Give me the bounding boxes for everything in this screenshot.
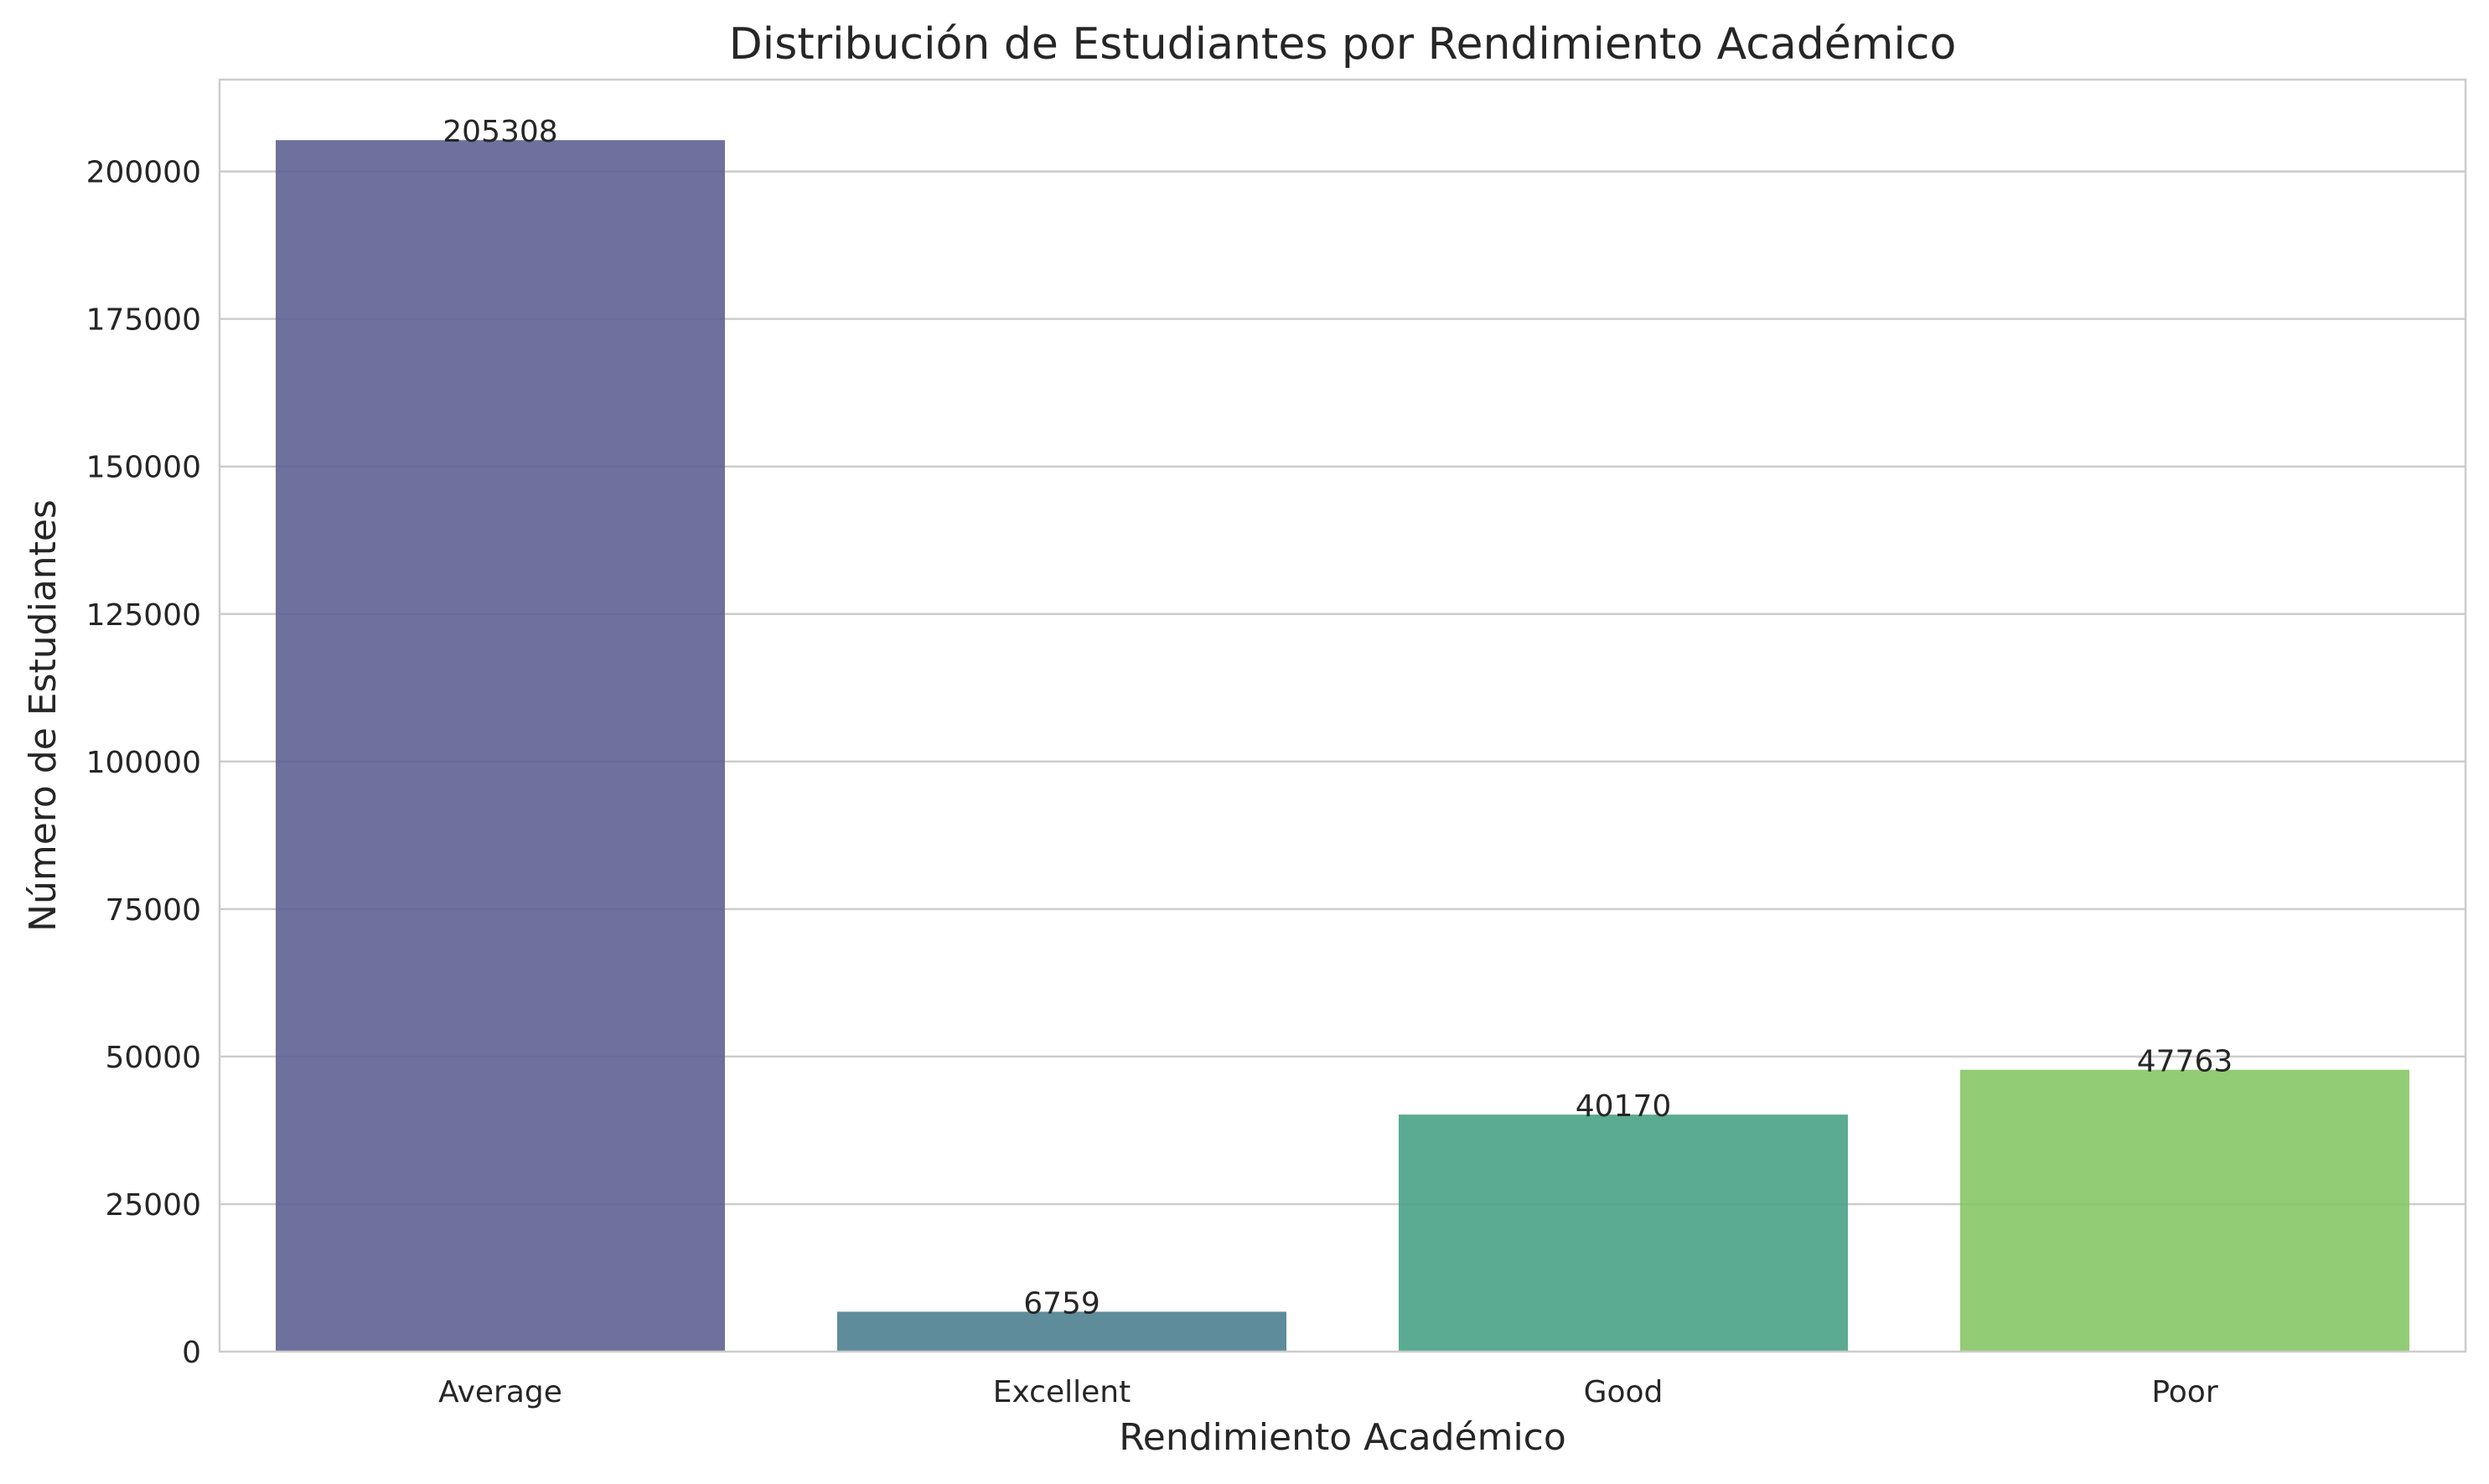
bar-average	[276, 140, 725, 1352]
y-tick-label: 25000	[105, 1188, 201, 1223]
bar-good	[1399, 1114, 1848, 1352]
x-axis-title: Rendimiento Académico	[1119, 1416, 1566, 1459]
x-tick-labels: Average Excellent Good Poor	[438, 1375, 2218, 1409]
data-label: 6759	[1023, 1286, 1100, 1321]
data-label: 47763	[2137, 1045, 2233, 1079]
chart-title: Distribución de Estudiantes por Rendimie…	[729, 19, 1957, 70]
y-tick-label: 50000	[105, 1041, 201, 1075]
x-tick-label: Good	[1584, 1375, 1664, 1409]
y-tick-label: 75000	[105, 893, 201, 928]
y-tick-label: 125000	[86, 598, 201, 633]
x-tick-label: Average	[438, 1375, 562, 1409]
bar-poor	[1960, 1069, 2409, 1352]
y-tick-label: 100000	[86, 746, 201, 780]
x-tick-label: Poor	[2151, 1375, 2217, 1409]
x-tick-label: Excellent	[993, 1375, 1131, 1409]
data-label: 40170	[1576, 1089, 1672, 1124]
bars	[276, 140, 2409, 1352]
plot-frame	[218, 78, 2467, 1353]
y-axis-title: Número de Estudiantes	[22, 499, 65, 932]
y-tick-label: 200000	[86, 156, 201, 190]
y-tick-label: 175000	[86, 303, 201, 338]
data-label: 205308	[442, 115, 557, 149]
bar-excellent	[837, 1311, 1286, 1352]
y-tick-label: 0	[182, 1336, 201, 1370]
data-labels: 205308 6759 40170 47763	[442, 115, 2233, 1321]
y-tick-label: 150000	[86, 451, 201, 485]
y-tick-labels: 0 25000 50000 75000 100000 125000 150000 175000…	[86, 156, 201, 1370]
